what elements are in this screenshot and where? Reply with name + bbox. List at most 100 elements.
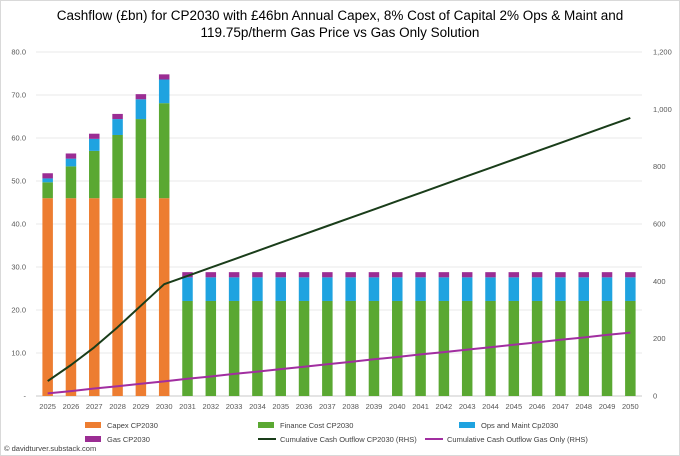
finance-cost-bar xyxy=(531,300,543,396)
x-tick-label: 2034 xyxy=(249,402,266,411)
finance-cost-bar xyxy=(415,300,426,396)
ops-maint-bar xyxy=(415,277,426,301)
gas-bar xyxy=(415,272,426,278)
gas-bar xyxy=(322,272,333,278)
x-tick-label: 2040 xyxy=(389,402,406,411)
gas-bar xyxy=(368,272,380,278)
gas-bar xyxy=(158,74,170,80)
x-tick-label: 2038 xyxy=(342,402,359,411)
y-left-tick-label: 20.0 xyxy=(11,306,26,315)
gas-bar xyxy=(508,272,520,278)
x-tick-label: 2041 xyxy=(412,402,429,411)
ops-maint-bar xyxy=(135,99,147,120)
y-left-tick-label: 40.0 xyxy=(11,220,26,229)
ops-maint-bar xyxy=(275,277,286,301)
x-tick-label: 2045 xyxy=(505,402,522,411)
x-tick-label: 2029 xyxy=(133,402,150,411)
ops-maint-bar xyxy=(485,277,496,301)
ops-maint-bar xyxy=(89,138,100,151)
x-tick-label: 2047 xyxy=(552,402,569,411)
finance-cost-bar xyxy=(392,300,403,396)
finance-cost-bar xyxy=(158,103,170,199)
credit-text: © davidturver.substack.com xyxy=(4,444,97,453)
chart-title: Cashflow (£bn) for CP2030 with £46bn Ann… xyxy=(0,7,680,41)
finance-cost-bar xyxy=(89,150,100,199)
x-tick-label: 2046 xyxy=(529,402,546,411)
finance-cost-bar xyxy=(578,300,589,396)
capex-bar xyxy=(158,198,170,396)
x-tick-label: 2028 xyxy=(109,402,126,411)
gas-bar xyxy=(135,94,147,100)
gas-bar xyxy=(392,272,403,278)
legend-cumulative-gas-only-label: Cumulative Cash Outflow Gas Only (RHS) xyxy=(447,435,588,444)
ops-maint-bar xyxy=(578,277,589,301)
gas-bar xyxy=(625,272,636,278)
gas-bar xyxy=(65,153,77,159)
y-left-tick-label: 50.0 xyxy=(11,177,26,186)
gas-bar xyxy=(252,272,263,278)
finance-cost-bar xyxy=(322,300,333,396)
x-tick-label: 2027 xyxy=(86,402,103,411)
y-right-tick-label: 1,000 xyxy=(653,105,672,114)
finance-cost-bar xyxy=(601,300,613,396)
finance-cost-bar xyxy=(625,300,636,396)
finance-cost-bar xyxy=(65,166,77,199)
gas-bar xyxy=(555,272,566,278)
legend-ops-maint-label: Ops and Maint Cp2030 xyxy=(481,421,558,430)
capex-bar xyxy=(65,198,77,396)
y-left-tick-label: 60.0 xyxy=(11,134,26,143)
gas-bar xyxy=(578,272,589,278)
ops-maint-bar xyxy=(322,277,333,301)
x-tick-label: 2042 xyxy=(436,402,453,411)
ops-maint-bar xyxy=(252,277,263,301)
gas-bar xyxy=(438,272,450,278)
x-tick-label: 2043 xyxy=(459,402,476,411)
ops-maint-bar xyxy=(368,277,380,301)
ops-maint-bar xyxy=(392,277,403,301)
y-left-tick-label: - xyxy=(24,392,27,401)
y-right-tick-label: 0 xyxy=(653,392,657,401)
ops-maint-bar xyxy=(112,119,123,135)
gas-bar xyxy=(205,272,217,278)
ops-maint-bar xyxy=(508,277,520,301)
finance-cost-bar xyxy=(135,119,147,199)
gas-bar xyxy=(112,113,123,120)
finance-cost-bar xyxy=(461,300,473,396)
x-tick-label: 2031 xyxy=(179,402,196,411)
y-left-tick-label: 30.0 xyxy=(11,263,26,272)
gas-bar xyxy=(89,133,100,139)
gas-bar xyxy=(298,272,310,278)
ops-maint-bar xyxy=(298,277,310,301)
legend-capex-label: Capex CP2030 xyxy=(107,421,158,430)
ops-maint-bar xyxy=(158,79,170,104)
y-right-tick-label: 600 xyxy=(653,220,666,229)
finance-cost-bar xyxy=(438,300,450,396)
chart-title-line2: 119.75p/therm Gas Price vs Gas Only Solu… xyxy=(200,25,480,40)
chart-title-line1: Cashflow (£bn) for CP2030 with £46bn Ann… xyxy=(56,8,624,23)
gas-bar xyxy=(461,272,473,278)
x-tick-label: 2036 xyxy=(296,402,313,411)
ops-maint-bar xyxy=(182,277,193,301)
capex-bar xyxy=(112,198,123,396)
ops-maint-bar xyxy=(228,277,240,301)
gas-bar xyxy=(485,272,496,278)
legend-finance-cost-label: Finance Cost CP2030 xyxy=(280,421,353,430)
finance-cost-bar xyxy=(112,134,123,199)
finance-cost-bar xyxy=(205,300,217,396)
ops-maint-bar xyxy=(531,277,543,301)
ops-maint-bar xyxy=(601,277,613,301)
y-left-tick-label: 80.0 xyxy=(11,48,26,57)
y-right-tick-label: 200 xyxy=(653,334,666,343)
ops-maint-bar xyxy=(205,277,217,301)
finance-cost-bar xyxy=(275,300,286,396)
gas-bar xyxy=(42,173,53,179)
y-right-tick-label: 400 xyxy=(653,277,666,286)
cumulative-cp2030-line xyxy=(47,116,631,382)
x-tick-label: 2026 xyxy=(63,402,80,411)
x-tick-label: 2032 xyxy=(202,402,219,411)
gas-bar xyxy=(531,272,543,278)
finance-cost-bar xyxy=(508,300,520,396)
finance-cost-bar xyxy=(298,300,310,396)
gas-bar xyxy=(601,272,613,278)
